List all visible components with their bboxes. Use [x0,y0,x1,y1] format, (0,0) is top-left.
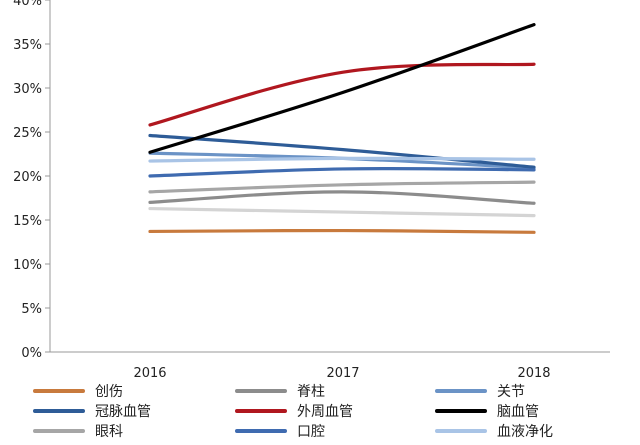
series-line [148,190,536,205]
x-tick-label: 2018 [517,366,550,381]
series-line [148,23,536,154]
legend-label: 眼科 [95,424,123,440]
series-line [148,180,536,194]
series-line [148,228,536,234]
series-line [148,62,536,127]
series-line [148,156,536,163]
legend-label: 外周血管 [297,404,353,420]
x-tick-label: 2016 [133,366,166,381]
y-tick-label: 40% [13,0,42,9]
y-tick-label: 30% [13,82,42,97]
x-tick-labels: 2016 2017 2018 [133,366,550,381]
axes [49,0,610,353]
y-tick-label: 20% [13,170,42,185]
series-line [148,167,536,178]
series-line [148,133,536,169]
legend-label: 脑血管 [497,404,539,420]
legend-label: 冠脉血管 [95,404,151,420]
legend-label: 口腔 [297,424,325,440]
legend-label: 血液净化 [497,424,553,440]
y-tick-label: 25% [13,126,42,141]
legend-label: 创伤 [95,384,123,400]
y-tick-label: 0% [21,346,42,361]
legend-label: 关节 [497,384,525,400]
y-tick-label: 35% [13,38,42,53]
legend-label: 脊柱 [297,384,325,400]
series-lines [148,23,536,234]
y-tick-label: 5% [21,302,42,317]
series-line [148,206,536,218]
y-tick-label: 10% [13,258,42,273]
x-tick-label: 2017 [326,366,359,381]
y-tick-label: 15% [13,214,42,229]
y-tick-labels: 0% 5% 10% 15% 20% 25% 30% 35% 40% [13,0,50,361]
